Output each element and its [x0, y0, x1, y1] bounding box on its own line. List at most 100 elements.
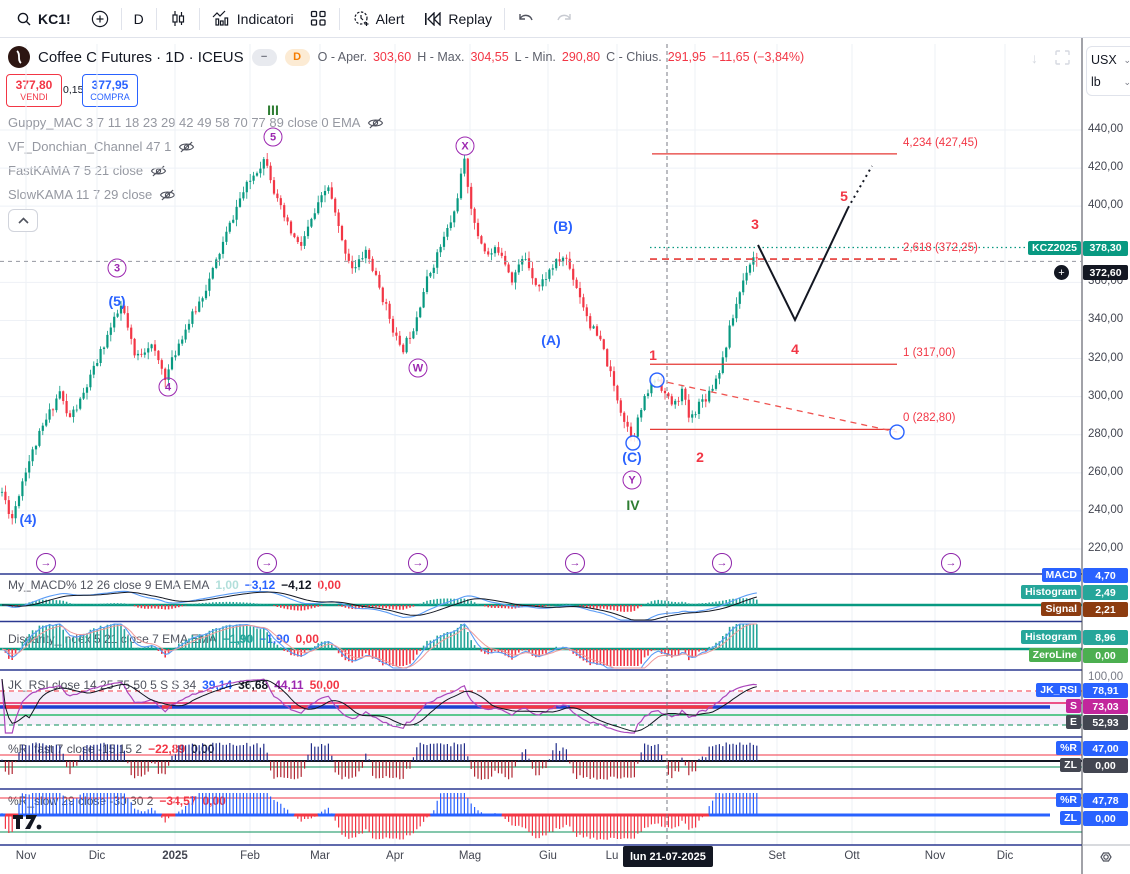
pane-badge-label: Histogram [1021, 630, 1081, 644]
wave-label-4[interactable]: 4 [791, 341, 799, 357]
download-icon[interactable]: ↓ [1031, 50, 1038, 66]
time-label[interactable]: Feb [240, 850, 260, 862]
replay-label: Replay [448, 10, 492, 27]
time-label[interactable]: Mag [458, 850, 482, 862]
wave-label-5[interactable]: 5 [840, 188, 848, 204]
pane-badge-label: ZL [1060, 811, 1081, 825]
layout-grid-icon[interactable] [310, 10, 327, 27]
wave-label-A[interactable]: (A) [541, 332, 561, 348]
wave-label-2[interactable]: 2 [696, 449, 704, 465]
time-label[interactable]: Set [768, 850, 786, 862]
candlestick-icon [169, 10, 187, 28]
disparity-ema-line [1, 623, 757, 669]
pane-badge-value: 47,00 [1083, 741, 1128, 756]
toolbar-divider [155, 7, 157, 30]
pane-badge-label: JK_RSI [1036, 683, 1081, 697]
pane-value: 1,00 [215, 578, 239, 592]
wave-label-4[interactable]: (4) [19, 511, 37, 527]
tradingview-logo[interactable] [12, 813, 42, 836]
time-label[interactable]: Giu [539, 850, 557, 862]
jump-arrow-marker[interactable]: → [941, 553, 961, 573]
wave-label-IV[interactable]: IV [626, 497, 640, 513]
open-label: O - Aper. [317, 50, 367, 64]
eye-off-icon[interactable] [367, 116, 384, 130]
eye-off-icon[interactable] [178, 140, 195, 154]
wave-label-3[interactable]: 3 [751, 216, 759, 232]
price-tick: 420,00 [1088, 161, 1124, 174]
wave-label-4[interactable]: 4 [158, 377, 178, 397]
compare-button[interactable] [83, 10, 117, 28]
pane-badge-value: 52,93 [1083, 715, 1128, 730]
time-label[interactable]: Apr [386, 850, 404, 862]
jump-arrow-marker[interactable]: → [712, 553, 732, 573]
wave-projection-dotted[interactable] [847, 165, 873, 209]
add-order-icon[interactable]: + [1054, 265, 1069, 281]
fullscreen-icon[interactable] [1055, 50, 1070, 68]
legend-text: Guppy_MAC 3 7 11 18 23 29 42 49 58 70 77… [8, 115, 361, 130]
pane-value: −22,89 [148, 742, 186, 756]
open-value: 303,60 [372, 50, 412, 64]
top-toolbar: KC1! D Indicatori [0, 0, 1130, 38]
legend-text: FastKAMA 7 5 21 close [8, 163, 144, 178]
pane-badge-label: ZeroLine [1028, 648, 1081, 662]
redo-button[interactable] [547, 12, 581, 26]
wave-label-B[interactable]: (B) [553, 218, 573, 234]
alert-button[interactable]: Alert [344, 10, 413, 28]
jump-arrow-marker[interactable]: → [408, 553, 428, 573]
tool-anchor-handle[interactable] [889, 424, 905, 440]
wave-label-Y[interactable]: Y [622, 470, 642, 490]
contract-label-badge: KCZ2025 [1028, 240, 1081, 255]
time-label[interactable]: Nov [924, 850, 946, 862]
jump-arrow-marker[interactable]: → [36, 553, 56, 573]
wave-label-W[interactable]: W [408, 358, 428, 378]
pane-legend-jkrsi[interactable]: JK_RSI close 14 25 75 50 5 S S 34 39,14 36… [8, 678, 340, 692]
interval-button[interactable]: D [126, 11, 152, 27]
currency-select[interactable]: USX ⌄ [1091, 49, 1130, 71]
wave-label-5[interactable]: (5) [108, 293, 126, 309]
time-label[interactable]: Dic [996, 850, 1014, 862]
time-label[interactable]: Nov [15, 850, 37, 862]
axis-settings-icon[interactable] [1098, 849, 1114, 870]
time-label[interactable]: Mar [310, 850, 330, 862]
pane-badge-value: 0,00 [1083, 811, 1128, 826]
tool-anchor-handle[interactable] [649, 372, 665, 388]
jump-arrow-marker[interactable]: → [257, 553, 277, 573]
price-tick: 220,00 [1088, 542, 1124, 554]
buy-button[interactable]: 377,95 COMPRA [82, 74, 138, 107]
tool-anchor-handle[interactable] [625, 435, 641, 451]
collapse-interval-pill[interactable]: − [251, 48, 277, 66]
wave-label-1[interactable]: 1 [649, 347, 657, 363]
symbol-search[interactable]: KC1! [8, 11, 79, 27]
wave-label-3[interactable]: 3 [107, 258, 127, 278]
pane-legend-mymacd[interactable]: My_MACD% 12 26 close 9 EMA EMA 1,00 −3,12−… [8, 578, 341, 592]
fib-trendline[interactable] [656, 379, 898, 433]
sell-button[interactable]: 377,80 VENDI [6, 74, 62, 107]
wave-projection-line[interactable] [757, 207, 849, 323]
wrf-bars-down [4, 761, 697, 780]
wave-label-III[interactable]: III [267, 102, 279, 118]
interval-pill[interactable]: D [284, 48, 310, 66]
collapse-legends-button[interactable] [8, 209, 38, 232]
time-label[interactable]: 2025 [162, 850, 188, 862]
chevron-down-icon: ⌄ [1123, 76, 1130, 87]
wave-label-C[interactable]: (C) [622, 449, 642, 465]
jump-arrow-marker[interactable]: → [565, 553, 585, 573]
low-value: 290,80 [561, 50, 601, 64]
symbol-title[interactable]: Coffee C Futures · 1D · ICEUS [38, 48, 244, 66]
close-label: C - Chius. [606, 50, 662, 64]
macd-histogram-positive [21, 598, 758, 605]
wave-label-5[interactable]: 5 [263, 127, 283, 147]
undo-button[interactable] [509, 12, 543, 26]
time-label[interactable]: Dic [88, 850, 106, 862]
indicators-label: Indicatori [236, 10, 294, 27]
indicators-button[interactable]: Indicatori [204, 10, 335, 27]
time-label[interactable]: Ott [844, 850, 860, 862]
time-label[interactable]: Lu [605, 850, 619, 862]
replay-button[interactable]: Replay [416, 11, 500, 27]
legend-guppy_mac[interactable]: Guppy_MAC 3 7 11 18 23 29 42 49 58 70 77… [8, 115, 384, 130]
unit-select[interactable]: lb ⌄ [1091, 71, 1130, 93]
legend-vf_donchian_channel[interactable]: VF_Donchian_Channel 47 1 [8, 139, 195, 154]
chart-type-button[interactable] [161, 10, 195, 28]
wave-label-X[interactable]: X [455, 136, 475, 156]
